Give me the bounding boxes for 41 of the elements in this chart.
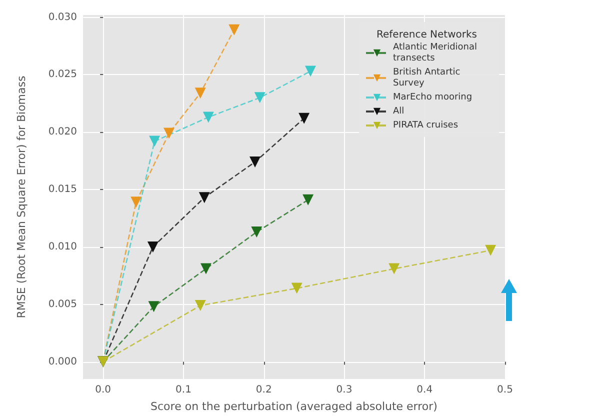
x-tick-label: 0.1 [176, 384, 192, 396]
point [149, 136, 160, 147]
y-tick-label: 0.000 [48, 356, 77, 368]
legend-label: MarEcho mooring [393, 92, 472, 102]
legend-label: PIRATA cruises [393, 120, 458, 130]
point [148, 301, 160, 312]
point [250, 156, 261, 168]
legend-label: All [393, 106, 404, 116]
x-tick-label: 0.2 [256, 384, 272, 396]
y-tick-label: 0.030 [48, 12, 77, 23]
point [388, 263, 400, 274]
x-tick-label: 0.4 [416, 384, 433, 396]
point [194, 300, 206, 312]
point [202, 112, 214, 123]
point [251, 226, 262, 238]
point [200, 263, 212, 274]
point [130, 196, 142, 208]
point [302, 194, 314, 206]
point [291, 282, 302, 294]
point [228, 24, 240, 36]
point [198, 192, 210, 204]
x-tick-label: 0.3 [336, 384, 352, 396]
y-tick-label: 0.025 [48, 69, 77, 80]
point [298, 112, 310, 124]
x-axis-title: Score on the perturbation (averaged absolute error) [150, 400, 438, 413]
x-tick-label: 0.5 [497, 384, 513, 396]
legend-label: British Antartic Survey [393, 68, 464, 88]
y-tick-label: 0.005 [48, 298, 77, 310]
legend-title: Reference Networks [376, 30, 477, 40]
legend-label: Atlantic Meridional transects [393, 42, 480, 64]
x-tick-label: 0.0 [95, 384, 112, 396]
y-tick-label: 0.020 [48, 126, 77, 138]
y-axis-title: RMSE (Root Mean Square Error) for Biomass [15, 76, 28, 318]
y-tick-label: 0.010 [48, 241, 77, 252]
y-tick-label: 0.015 [48, 184, 77, 196]
point [254, 92, 266, 104]
point [147, 241, 158, 252]
point [485, 244, 496, 256]
point [304, 66, 316, 77]
point [164, 128, 175, 139]
point [194, 88, 206, 99]
